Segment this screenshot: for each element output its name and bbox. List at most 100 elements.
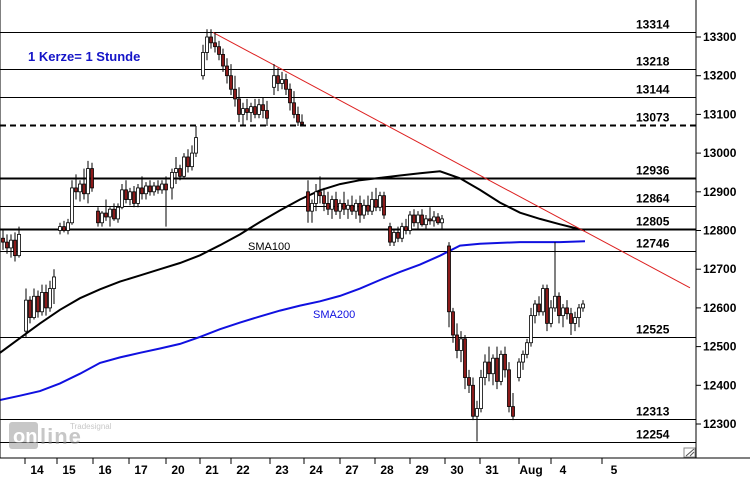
- candle: [241, 102, 245, 127]
- level-label-13218: 13218: [636, 55, 670, 69]
- candle: [537, 296, 541, 316]
- candle-body: [261, 104, 265, 111]
- candle: [221, 48, 225, 72]
- candle: [475, 400, 479, 442]
- candle-body: [62, 226, 66, 231]
- candle-body: [48, 288, 52, 309]
- y-tick-label-12800: 12800: [703, 224, 737, 238]
- candle: [553, 242, 557, 312]
- candle-body: [28, 299, 32, 318]
- candle-body: [100, 212, 104, 224]
- candle-body: [378, 195, 382, 208]
- level-label-12864: 12864: [636, 192, 670, 206]
- candle-body: [9, 239, 13, 249]
- candle: [451, 307, 455, 343]
- candle: [495, 346, 499, 390]
- x-tick-label-16: 5: [611, 463, 618, 477]
- resize-grip-icon[interactable]: [683, 447, 696, 458]
- candle-body: [82, 183, 86, 195]
- candle: [229, 64, 233, 96]
- candle-interval-note: 1 Kerze= 1 Stunde: [28, 49, 140, 64]
- candle: [511, 393, 515, 421]
- candle: [561, 304, 565, 328]
- candle-body: [358, 203, 362, 216]
- x-tick-label-9: 27: [345, 463, 359, 477]
- candle-body: [40, 292, 44, 313]
- logo-on: on: [13, 426, 37, 448]
- candle-body: [170, 172, 174, 189]
- candle-body: [190, 152, 194, 168]
- x-tick-label-14: Aug: [519, 463, 542, 477]
- candle: [471, 377, 475, 421]
- candle: [424, 215, 428, 231]
- candle-body: [265, 110, 269, 119]
- candle: [517, 358, 521, 382]
- candle: [525, 338, 529, 359]
- candle: [491, 354, 495, 386]
- candle: [463, 334, 467, 390]
- candle: [194, 126, 198, 157]
- level-label-13314: 13314: [636, 18, 670, 32]
- candle-body: [533, 303, 537, 317]
- candle-body: [483, 361, 487, 378]
- level-label-12313: 12313: [636, 405, 670, 419]
- candle-body: [225, 65, 229, 77]
- candle: [350, 195, 354, 216]
- candle: [249, 102, 253, 123]
- candle: [300, 114, 304, 127]
- candle: [217, 40, 221, 61]
- candle: [213, 33, 217, 53]
- sma100-label: SMA100: [248, 241, 290, 253]
- candle: [440, 215, 444, 229]
- candle: [160, 180, 164, 194]
- candle: [233, 75, 237, 107]
- candle-body: [334, 199, 338, 212]
- x-tick-label-8: 24: [309, 463, 323, 477]
- candle: [503, 346, 507, 378]
- y-tick-label-12600: 12600: [703, 301, 737, 315]
- candle: [36, 290, 40, 318]
- candle: [573, 311, 577, 332]
- candle-body: [366, 204, 370, 212]
- candle-body: [499, 353, 503, 382]
- y-tick-label-13200: 13200: [703, 69, 737, 83]
- candle: [447, 242, 451, 328]
- candle-body: [521, 353, 525, 363]
- candle: [24, 288, 28, 337]
- y-tick-label-13000: 13000: [703, 146, 737, 160]
- candle: [577, 304, 581, 328]
- candle-body: [525, 342, 529, 355]
- candle-body: [186, 156, 190, 168]
- y-tick-label-12300: 12300: [703, 417, 737, 431]
- candle-body: [517, 361, 521, 378]
- x-tick-label-12: 30: [450, 463, 464, 477]
- candle: [124, 180, 128, 204]
- candle: [225, 58, 229, 84]
- candle-body: [432, 216, 436, 222]
- candle: [362, 199, 366, 219]
- candle-body: [58, 226, 62, 231]
- candle: [257, 98, 261, 119]
- y-tick-label-13100: 13100: [703, 107, 737, 121]
- candle-body: [451, 311, 455, 336]
- candle: [358, 195, 362, 223]
- x-tick-label-7: 23: [275, 463, 289, 477]
- candle: [100, 211, 104, 227]
- candle: [74, 174, 78, 200]
- candle-body: [330, 199, 334, 210]
- candle: [557, 292, 561, 324]
- candle-body: [284, 79, 288, 90]
- candle-body: [221, 54, 225, 67]
- candle: [28, 296, 32, 324]
- x-tick-label-10: 28: [380, 463, 394, 477]
- x-axis-ticks: 14 15 16 17 20 21 22 23 24 27 28 29 30 31 Aug 4 5: [24, 458, 618, 477]
- candle: [52, 269, 56, 305]
- candle: [479, 369, 483, 413]
- candle-body: [569, 313, 573, 324]
- candle-body: [245, 108, 249, 113]
- candle-body: [314, 191, 318, 204]
- candle: [342, 191, 346, 216]
- candle-body: [44, 292, 48, 309]
- level-label-12525: 12525: [636, 323, 670, 337]
- candle: [545, 284, 549, 332]
